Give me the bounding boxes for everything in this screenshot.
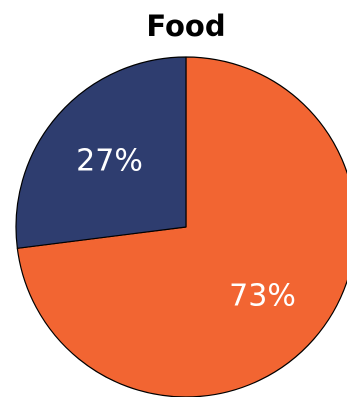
pie-slice-label-1: 27% xyxy=(76,144,143,179)
pie-slice-label-0: 73% xyxy=(229,279,296,314)
pie-slice-labels: 73% 27% xyxy=(76,144,296,314)
pie-slice-0 xyxy=(16,56,347,397)
pie-slices xyxy=(15,56,347,397)
pie-slice-1 xyxy=(15,56,187,249)
chart-title: Food xyxy=(146,9,225,43)
